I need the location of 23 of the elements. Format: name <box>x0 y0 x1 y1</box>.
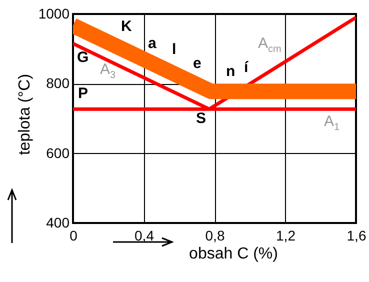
annotation: K <box>121 18 132 35</box>
y-tick-label: 400 <box>46 214 70 230</box>
y-tick-label: 600 <box>46 144 70 161</box>
y-tick-label: 1000 <box>38 6 70 22</box>
x-tick-label: 0,4 <box>134 228 154 244</box>
annotation: S <box>196 110 206 127</box>
annotation: P <box>78 85 88 102</box>
annotation: A$_{1}$ <box>324 113 340 133</box>
x-tick-label: 0,8 <box>205 228 225 244</box>
annotation: n <box>226 63 236 80</box>
annotation: í <box>244 59 248 76</box>
annotation: a <box>148 35 156 52</box>
x-tick-label: 1,2 <box>276 228 296 244</box>
y-axis-title: teplota (°C) <box>16 74 34 156</box>
x-tick-label: 1,6 <box>346 228 366 244</box>
x-axis-title: obsah C (%) <box>189 246 278 262</box>
annotation: l <box>172 41 176 58</box>
annotation: e <box>193 55 202 72</box>
annotation: A$_{cm}$ <box>258 35 282 55</box>
annotation: G <box>77 49 89 66</box>
annotation: A$_{3}$ <box>100 61 116 81</box>
y-tick-label: 800 <box>46 75 70 92</box>
x-tick-label: 0 <box>70 228 78 244</box>
